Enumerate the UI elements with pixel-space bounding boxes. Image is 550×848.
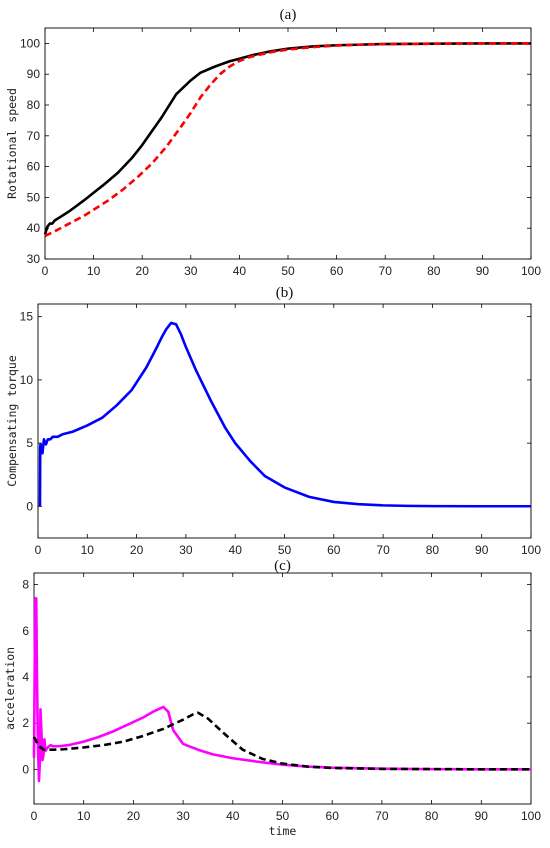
y-axis-label: Rotational speed <box>5 88 19 199</box>
x-tick-label: 70 <box>376 543 390 557</box>
y-tick-label: 2 <box>22 716 29 730</box>
panel-c-acceleration: (c) 0 10 20 30 40 50 60 70 80 90 100 0 2 4 6 8 accelerati… <box>3 558 541 838</box>
x-tick-label: 100 <box>521 809 541 823</box>
x-tick-label: 40 <box>226 809 240 823</box>
series-line-1 <box>43 42 531 235</box>
y-tick-label: 0 <box>26 499 33 513</box>
x-tick-label: 90 <box>476 264 490 278</box>
series-line-1 <box>38 321 531 508</box>
y-tick-label: 80 <box>27 98 41 112</box>
x-tick-label: 10 <box>81 543 95 557</box>
y-tick-label: 40 <box>27 221 41 235</box>
y-tick-label: 5 <box>26 436 33 450</box>
x-tick-label: 0 <box>31 809 38 823</box>
x-tick-label: 90 <box>475 543 489 557</box>
y-tick-label: 30 <box>27 252 41 266</box>
x-tick-label: 70 <box>375 809 389 823</box>
x-tick-label: 50 <box>276 809 290 823</box>
x-tick-label: 60 <box>326 809 340 823</box>
y-tick-label: 15 <box>20 310 34 324</box>
x-tick-label: 30 <box>179 543 193 557</box>
x-tick-label: 60 <box>330 264 344 278</box>
series-line-1 <box>32 597 531 783</box>
x-tick-label: 50 <box>278 543 292 557</box>
chart-title: (c) <box>274 558 291 574</box>
y-tick-label: 50 <box>27 190 41 204</box>
x-axis-label: time <box>269 824 297 838</box>
x-tick-label: 20 <box>130 543 144 557</box>
x-tick-label: 80 <box>427 264 441 278</box>
series-line-2 <box>44 42 531 238</box>
chart-title: (b) <box>276 285 294 301</box>
y-tick-label: 8 <box>22 578 29 592</box>
x-tick-label: 30 <box>184 264 198 278</box>
y-tick-label: 0 <box>22 762 29 776</box>
x-tick-label: 20 <box>127 809 141 823</box>
y-axis-label: Compensating torque <box>5 355 19 487</box>
y-tick-label: 4 <box>22 670 29 684</box>
x-tick-label: 70 <box>379 264 393 278</box>
y-tick-label: 10 <box>20 373 34 387</box>
x-tick-label: 80 <box>426 543 440 557</box>
x-tick-label: 0 <box>42 264 49 278</box>
y-tick-label: 60 <box>27 160 41 174</box>
y-axis-label: acceleration <box>3 647 17 730</box>
x-tick-label: 80 <box>425 809 439 823</box>
x-tick-label: 10 <box>77 809 91 823</box>
chart-title: (a) <box>280 7 297 23</box>
panel-a-rotational-speed: (a) 0 10 20 30 40 50 60 70 80 90 100 30 40 50 60 70 80 90 1… <box>5 7 541 278</box>
y-tick-label: 70 <box>27 129 41 143</box>
x-tick-label: 100 <box>521 264 541 278</box>
x-tick-label: 60 <box>327 543 341 557</box>
y-tick-label: 90 <box>27 67 41 81</box>
x-tick-label: 90 <box>475 809 489 823</box>
x-tick-label: 10 <box>87 264 101 278</box>
x-tick-label: 40 <box>229 543 243 557</box>
x-tick-label: 0 <box>35 543 42 557</box>
axes-frame <box>37 303 532 539</box>
x-tick-label: 50 <box>281 264 295 278</box>
series-line-2 <box>32 711 531 771</box>
axes-frame <box>44 27 532 260</box>
y-tick-label: 100 <box>20 36 40 50</box>
panel-b-compensating-torque: (b) 0 10 20 30 40 50 60 70 80 90 100 0 5 10 15 Compensat… <box>5 285 541 557</box>
x-tick-label: 40 <box>233 264 247 278</box>
y-tick-label: 6 <box>22 624 29 638</box>
x-tick-label: 100 <box>521 543 541 557</box>
x-tick-label: 30 <box>176 809 190 823</box>
x-tick-label: 20 <box>136 264 150 278</box>
